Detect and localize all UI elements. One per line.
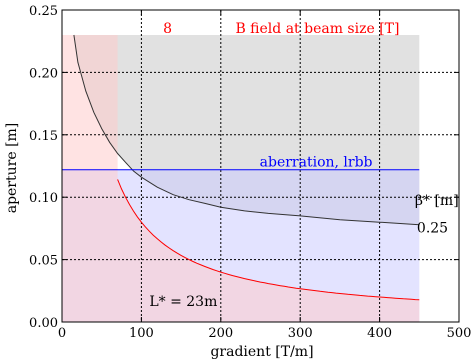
y-tick-label: 0.05 <box>29 254 58 269</box>
y-tick-label: 0.25 <box>29 4 58 19</box>
grid <box>62 10 459 322</box>
x-tick-label: 500 <box>447 326 471 341</box>
aberration-label: aberration, lrbb <box>260 155 373 171</box>
x-tick-label: 200 <box>208 326 233 341</box>
plot-frame <box>61 9 460 323</box>
y-axis-label: aperture [m] <box>4 123 20 214</box>
x-tick-label: 100 <box>129 326 154 341</box>
y-tick-label: 0.00 <box>29 316 58 331</box>
y-tick-label: 0.10 <box>29 191 58 206</box>
bfield-value-label: 8 <box>163 21 172 37</box>
x-axis-label: gradient [T/m] <box>210 344 313 360</box>
beta-curve <box>73 34 420 226</box>
y-tick-label: 0.20 <box>29 66 58 81</box>
lstar-label: L* = 23m <box>149 294 217 310</box>
bfield-curve <box>117 179 420 301</box>
beta-value-label: 0.25 <box>417 220 448 236</box>
x-tick-label: 0 <box>58 326 66 341</box>
y-tick-label: 0.15 <box>29 129 58 144</box>
beta-star-label: β* [m] <box>415 193 459 209</box>
fill-regions <box>62 35 420 322</box>
x-tick-label: 300 <box>288 326 313 341</box>
axes-frame <box>61 9 460 323</box>
bfield-region-fill <box>62 35 420 322</box>
axis-ticks: 0 100 200 300 400 500 0.00 0.05 0.10 0.15 0.20 0.25 <box>29 4 471 341</box>
series-lines <box>62 34 420 301</box>
annotations: 8 B field at beam size [T] aberration, lrb… <box>149 21 458 310</box>
bfield-title-label: B field at beam size [T] <box>235 21 399 37</box>
x-tick-label: 400 <box>367 326 392 341</box>
